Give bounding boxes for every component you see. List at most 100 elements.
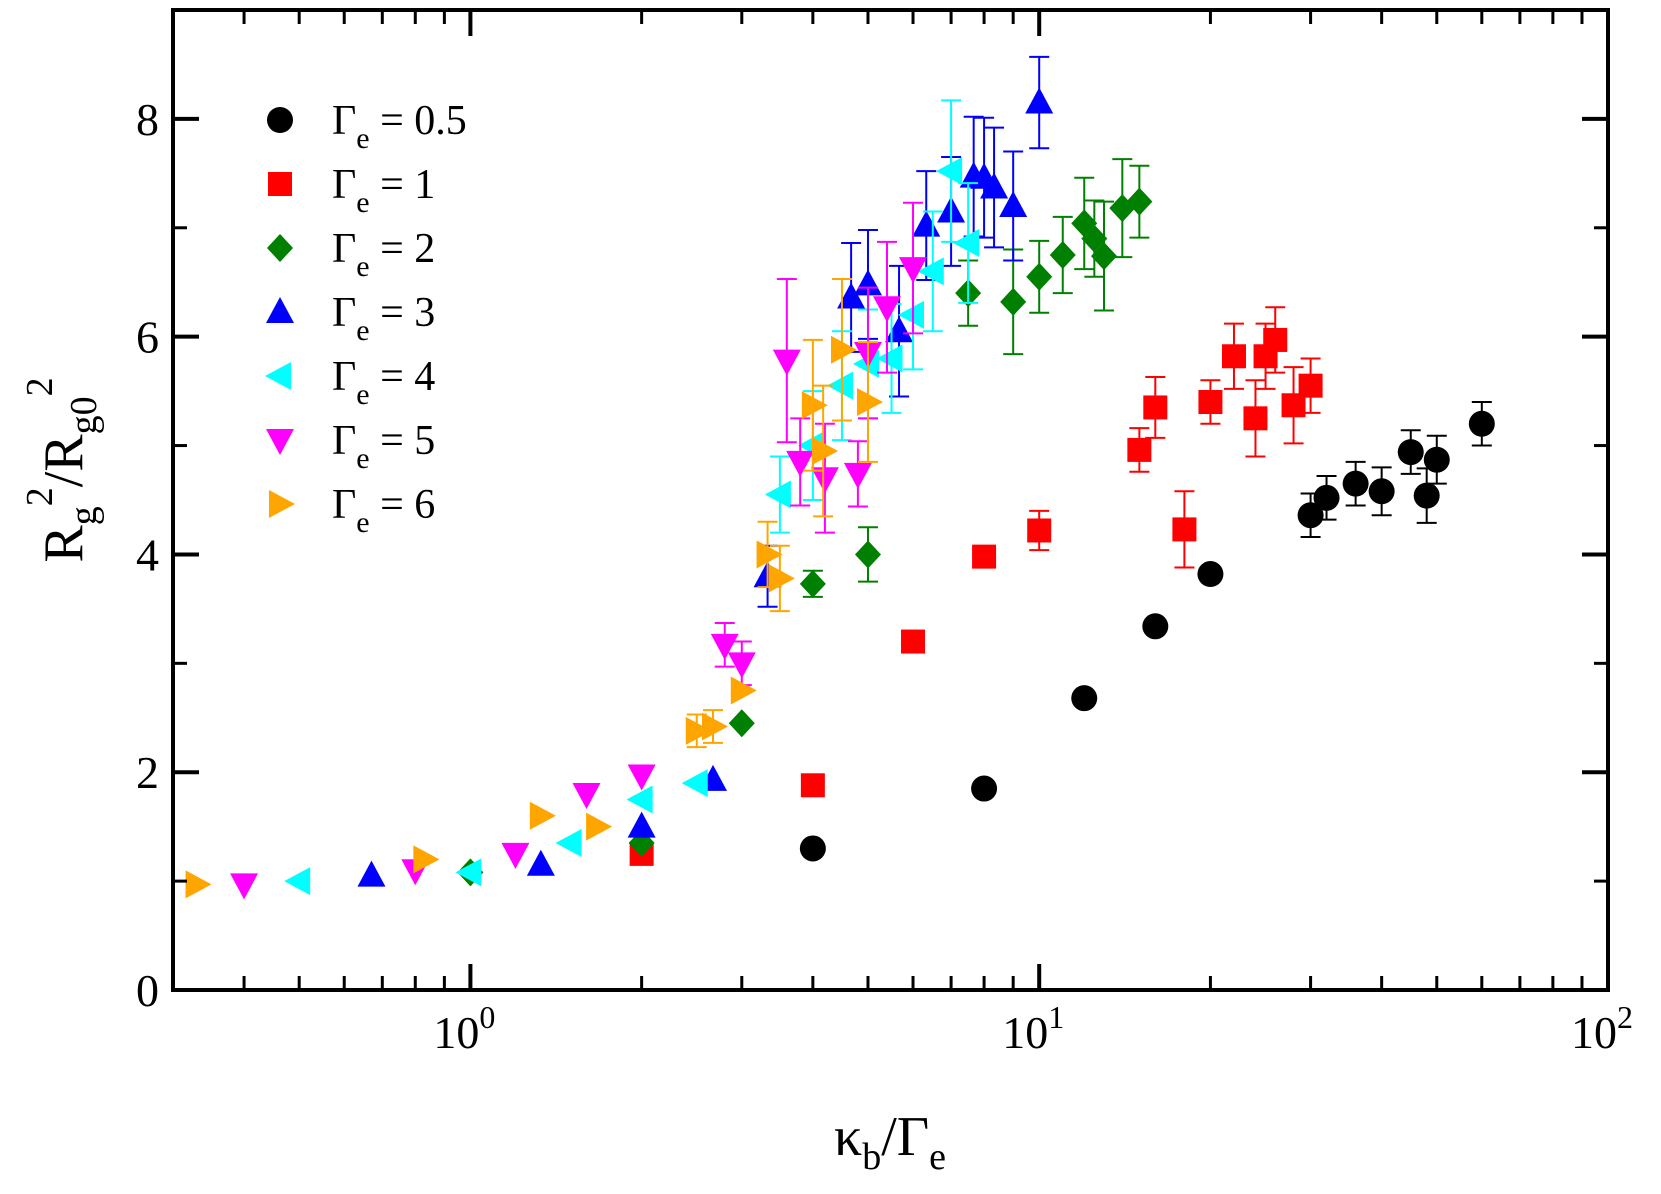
y-label-sub2: g0 xyxy=(63,396,105,434)
data-point xyxy=(1198,390,1223,414)
data-point xyxy=(728,709,755,738)
data-point xyxy=(1172,517,1197,542)
data-point xyxy=(898,300,925,329)
data-point xyxy=(854,540,881,569)
data-point xyxy=(1243,406,1268,431)
data-point xyxy=(876,344,903,373)
data-point xyxy=(756,540,783,569)
y-tick-label: 6 xyxy=(136,312,159,363)
series-1 xyxy=(799,401,1495,862)
legend-label: Γe = 6 xyxy=(332,482,435,539)
legend-marker xyxy=(266,429,294,455)
y-label-sup1: 2 xyxy=(19,487,61,506)
data-point xyxy=(853,269,882,296)
data-point xyxy=(899,257,928,284)
data-point xyxy=(413,845,440,874)
data-point xyxy=(1091,242,1118,271)
y-tick-label: 0 xyxy=(136,965,159,1016)
data-point xyxy=(856,388,883,416)
data-point xyxy=(971,775,998,802)
data-point xyxy=(685,716,712,745)
data-point xyxy=(681,769,708,798)
legend-marker xyxy=(267,107,293,133)
y-tick-label: 2 xyxy=(136,747,159,798)
data-point xyxy=(1025,87,1054,114)
data-point xyxy=(953,229,980,258)
data-point xyxy=(1049,241,1076,269)
data-point xyxy=(1468,410,1495,437)
y-tick-label: 8 xyxy=(136,94,159,145)
y-label-r1: R xyxy=(33,525,95,563)
series-2 xyxy=(629,306,1323,866)
data-point xyxy=(710,633,739,660)
y-axis-label: Rg2/Rg02 xyxy=(19,377,105,562)
data-point xyxy=(1027,518,1052,543)
data-point xyxy=(284,867,311,896)
y-label-sup2: 2 xyxy=(19,377,61,396)
data-point xyxy=(529,801,556,830)
data-point xyxy=(901,629,926,654)
data-point xyxy=(555,829,582,857)
data-point xyxy=(917,257,944,286)
data-point xyxy=(526,849,555,876)
legend-marker xyxy=(267,234,293,262)
data-point xyxy=(1126,187,1153,216)
legend-marker xyxy=(268,172,292,196)
x-label-main: κ xyxy=(834,1106,862,1168)
data-point xyxy=(185,870,212,899)
data-point xyxy=(1342,470,1369,497)
data-point xyxy=(1221,344,1246,369)
data-point xyxy=(727,652,756,679)
y-label-sub1: g xyxy=(63,506,105,525)
legend-label: Γe = 0.5 xyxy=(332,98,467,155)
legend-marker xyxy=(269,490,295,518)
data-point xyxy=(872,296,901,323)
data-point xyxy=(1071,685,1098,712)
legend: Γe = 0.5 Γe = 1 Γe = 2 Γe = 3 Γe = 4 Γe = 5 Γe… xyxy=(265,98,467,539)
data-point xyxy=(501,842,530,869)
legend-marker xyxy=(265,362,291,390)
data-point xyxy=(786,450,815,477)
y-label-mid: /R xyxy=(33,434,95,488)
data-point xyxy=(837,282,866,309)
data-point xyxy=(1397,439,1424,466)
data-point xyxy=(1368,478,1395,505)
data-point xyxy=(1127,437,1152,462)
data-point xyxy=(1297,502,1324,529)
x-tick-label: 102 xyxy=(1571,999,1633,1058)
data-point xyxy=(627,764,656,791)
data-point xyxy=(1026,262,1053,291)
x-label-sub2: e xyxy=(929,1136,946,1178)
series-7 xyxy=(185,277,883,899)
data-point xyxy=(1313,484,1340,511)
legend-label: Γe = 2 xyxy=(332,226,435,283)
series-6 xyxy=(230,201,928,900)
data-point xyxy=(702,712,729,741)
legend-label: Γe = 4 xyxy=(332,354,435,411)
data-point xyxy=(1197,561,1224,588)
data-point xyxy=(826,371,853,400)
legend-label: Γe = 1 xyxy=(332,162,435,219)
data-point xyxy=(772,349,801,376)
data-point xyxy=(572,783,601,809)
data-point xyxy=(980,172,1009,199)
legend-item: Γe = 3 xyxy=(266,290,435,347)
data-point xyxy=(972,544,997,569)
axis-layer: 0 2 4 6 8 100 101 102 xyxy=(136,8,1633,1058)
data-point xyxy=(768,564,795,593)
x-label-sub1: b xyxy=(862,1136,881,1178)
series-4 xyxy=(357,55,1054,887)
data-point xyxy=(1423,446,1450,473)
data-point xyxy=(799,569,826,598)
data-point xyxy=(455,858,482,887)
data-point xyxy=(626,785,653,814)
data-point xyxy=(936,157,963,186)
x-tick-label: 101 xyxy=(1002,999,1064,1058)
plot-layer xyxy=(185,55,1495,900)
legend-marker xyxy=(266,297,294,323)
data-point xyxy=(627,811,656,838)
legend-item: Γe = 0.5 xyxy=(267,98,467,155)
data-point xyxy=(810,467,839,494)
data-point xyxy=(800,773,825,798)
